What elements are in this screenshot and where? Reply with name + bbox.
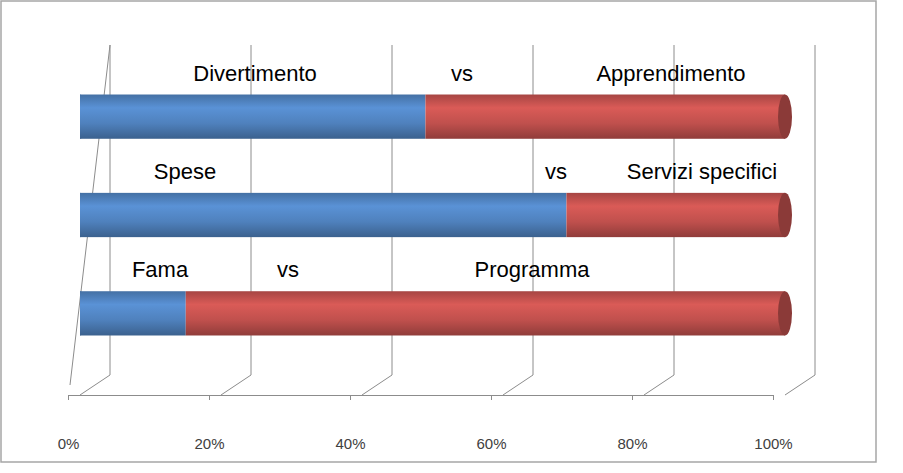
tick: 60%: [476, 395, 506, 452]
bar-cap-start: [80, 291, 87, 335]
annotations: Divertimento vs Apprendimento Spese vs Serviz…: [132, 61, 777, 283]
tick: 80%: [617, 395, 647, 452]
bar-segment: [186, 291, 785, 335]
bar-cap-start: [80, 193, 87, 237]
x-axis: 0% 20% 40% 60% 80% 100%: [58, 395, 793, 452]
grid: [70, 45, 815, 395]
chart-frame: [1, 1, 876, 462]
annotation: Divertimento: [193, 61, 316, 86]
bar-segment: [80, 193, 566, 237]
tick-mark: [773, 395, 774, 400]
chart: 0% 20% 40% 60% 80% 100% Divertimento vs Apprendi…: [0, 0, 903, 473]
bar-segment: [425, 95, 785, 139]
tick-mark: [491, 395, 492, 400]
tick-label: 100%: [754, 435, 792, 452]
tick-mark: [350, 395, 351, 400]
bar-segment: [80, 95, 425, 139]
bar-cap-start: [80, 95, 87, 139]
bars: [80, 95, 792, 336]
annotation: Programma: [475, 257, 591, 282]
annotation: Fama: [132, 257, 189, 282]
tick: 20%: [194, 395, 224, 452]
tick-label: 20%: [194, 435, 224, 452]
tick: 100%: [754, 395, 792, 452]
annotation: Apprendimento: [596, 61, 745, 86]
tick: 0%: [58, 395, 80, 452]
bar-cap-end: [778, 193, 792, 237]
annotation: vs: [451, 61, 473, 86]
tick-label: 80%: [617, 435, 647, 452]
tick-mark: [68, 395, 69, 400]
annotation: Servizi specifici: [627, 159, 777, 184]
bar-segment: [80, 291, 186, 335]
bar-segment: [566, 193, 785, 237]
annotation: Spese: [154, 159, 216, 184]
tick-label: 40%: [335, 435, 365, 452]
tick-label: 0%: [58, 435, 80, 452]
bar-cap-end: [778, 291, 792, 335]
axis-line: [69, 396, 774, 401]
bar-cap-end: [778, 95, 792, 139]
tick-label: 60%: [476, 435, 506, 452]
annotation: vs: [277, 257, 299, 282]
tick-mark: [209, 395, 210, 400]
annotation: vs: [545, 159, 567, 184]
tick: 40%: [335, 395, 365, 452]
tick-mark: [632, 395, 633, 400]
